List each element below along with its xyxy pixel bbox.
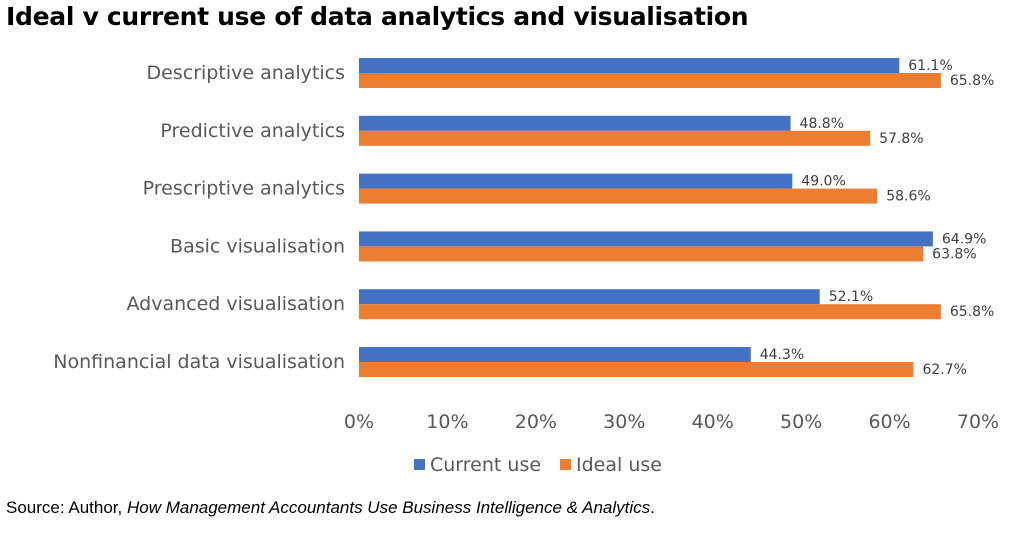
- current-use-bar: [359, 231, 933, 247]
- x-tick-label: 60%: [868, 411, 910, 433]
- x-tick-label: 70%: [957, 411, 999, 433]
- legend-swatch-ideal: [560, 459, 571, 470]
- data-label: 65.8%: [950, 304, 994, 320]
- ideal-use-bar: [359, 362, 914, 377]
- data-label: 62.7%: [922, 362, 966, 378]
- data-label: 49.0%: [801, 174, 845, 190]
- x-tick-label: 30%: [603, 411, 645, 433]
- x-tick-label: 0%: [344, 411, 374, 433]
- current-use-bar: [359, 58, 900, 73]
- source-suffix: .: [650, 498, 655, 517]
- category-label: Predictive analytics: [160, 120, 345, 142]
- x-tick-label: 20%: [515, 411, 557, 433]
- data-label: 61.1%: [908, 58, 952, 74]
- ideal-use-bar: [359, 130, 871, 146]
- category-label: Advanced visualisation: [127, 293, 346, 315]
- legend-swatch-current: [414, 459, 425, 470]
- data-label: 65.8%: [950, 73, 994, 89]
- legend-label: Current use: [430, 454, 541, 476]
- data-label: 52.1%: [829, 289, 873, 305]
- current-use-bar: [359, 173, 793, 189]
- chart-title: Ideal v current use of data analytics an…: [6, 2, 749, 31]
- current-use-bar: [359, 347, 751, 362]
- data-label: 58.6%: [886, 189, 930, 205]
- current-use-bar: [359, 289, 820, 305]
- category-label: Basic visualisation: [170, 235, 345, 257]
- source-note: Source: Author, How Management Accountan…: [6, 498, 655, 518]
- category-label: Nonfinancial data visualisation: [53, 351, 345, 373]
- ideal-use-bar: [359, 304, 941, 320]
- source-title: How Management Accountants Use Business …: [126, 498, 651, 517]
- legend-label: Ideal use: [576, 454, 662, 476]
- ideal-use-bar: [359, 246, 924, 262]
- data-label: 63.8%: [932, 246, 976, 262]
- category-label: Descriptive analytics: [147, 62, 345, 84]
- data-label: 64.9%: [942, 231, 986, 247]
- current-use-bar: [359, 115, 791, 131]
- data-label: 48.8%: [800, 116, 844, 132]
- source-prefix: Source: Author,: [6, 498, 127, 517]
- data-label: 44.3%: [760, 347, 804, 363]
- data-label: 57.8%: [879, 131, 923, 147]
- category-label: Prescriptive analytics: [143, 178, 345, 200]
- x-tick-label: 10%: [426, 411, 468, 433]
- ideal-use-bar: [359, 73, 941, 88]
- x-tick-label: 40%: [692, 411, 734, 433]
- x-tick-label: 50%: [780, 411, 822, 433]
- ideal-use-bar: [359, 188, 878, 204]
